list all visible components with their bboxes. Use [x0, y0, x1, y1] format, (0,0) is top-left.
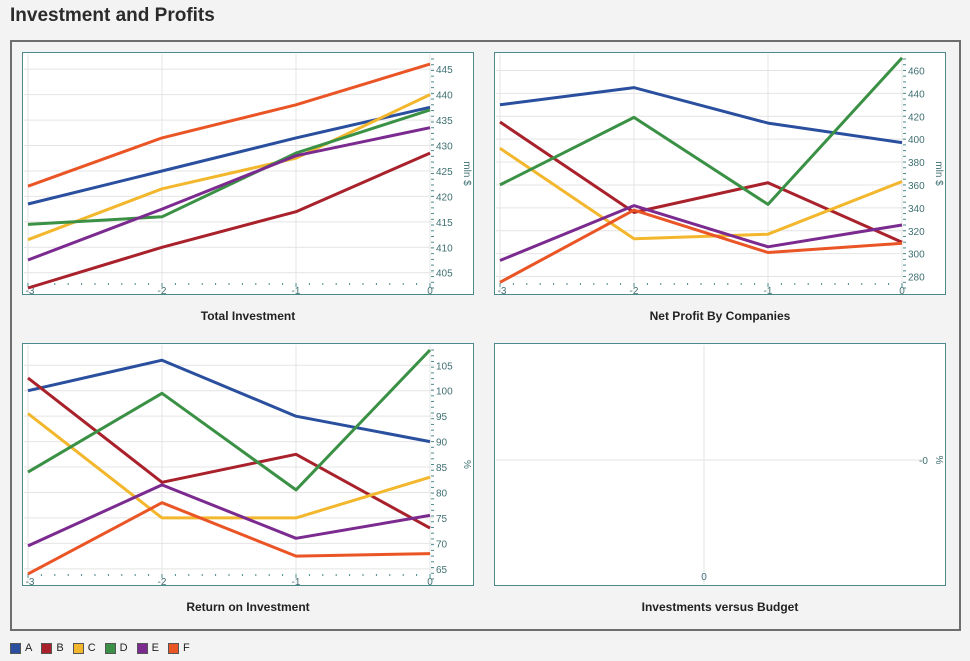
y-axis-label: %: [461, 460, 472, 469]
y-tick-label: 445: [436, 65, 453, 76]
series-line-a: [27, 105, 431, 206]
chart-legend: A B C D E F: [10, 641, 199, 655]
x-tick-label: -3: [26, 286, 35, 297]
y-tick-label: 415: [436, 218, 453, 229]
y-tick-label: 70: [436, 539, 448, 550]
x-tick-label: -3: [26, 577, 35, 588]
y-tick-label: 435: [436, 116, 453, 127]
legend-item-e: E: [136, 642, 159, 654]
chart-title: Investments versus Budget: [642, 600, 799, 614]
plot-frame: [494, 343, 946, 586]
legend-label: C: [87, 642, 96, 654]
net-profit-chart: Net Profit By Companies -3 -2 -1 0 280 300 320 3…: [494, 52, 946, 329]
x-tick-label: -1: [292, 286, 301, 297]
y-tick-label: 280: [908, 273, 925, 284]
series-line-e: [499, 204, 903, 262]
series-line-b: [27, 151, 431, 290]
y-tick-label: 440: [436, 91, 453, 102]
series-line-d: [499, 56, 904, 206]
y-tick-label: 420: [908, 112, 925, 123]
y-axis-label: mln $: [461, 161, 472, 186]
y-tick-label: 105: [436, 361, 453, 372]
legend-label: F: [182, 642, 190, 654]
series-line-f: [27, 501, 431, 576]
x-tick-label: 0: [899, 286, 905, 297]
series-line-e: [27, 126, 431, 262]
y-tick-label: 360: [908, 181, 925, 192]
y-tick-label: 300: [908, 250, 925, 261]
x-tick-label: -2: [158, 286, 167, 297]
legend-swatch: [167, 642, 179, 654]
series-line-c: [27, 412, 431, 520]
series-line-d: [27, 108, 431, 226]
legend-swatch: [104, 642, 116, 654]
chart-svg: Return on Investment -3 -2 -1 065 70 75 80 85 90 9…: [22, 343, 474, 614]
y-tick-label: 405: [436, 269, 453, 280]
y-tick-label: 420: [436, 192, 453, 203]
legend-item-c: C: [72, 642, 96, 654]
series-line-b: [27, 376, 431, 530]
x-tick-label: -2: [158, 577, 167, 588]
y-tick-label: 100: [436, 387, 453, 398]
y-tick-label: 440: [908, 89, 925, 100]
y-tick-label: 75: [436, 514, 448, 525]
y-axis-label: mln $: [933, 161, 944, 186]
y-tick-label: 425: [436, 167, 453, 178]
chart-title: Total Investment: [201, 309, 295, 323]
y-tick-label: 95: [436, 412, 448, 423]
y-tick-label: 410: [436, 243, 453, 254]
y-axis-label: %: [933, 456, 944, 465]
legend-swatch: [136, 642, 148, 654]
y-tick-label: 85: [436, 463, 448, 474]
series-line-c: [499, 147, 903, 241]
x-tick-label: -2: [630, 286, 639, 297]
y-tick-label: 430: [436, 142, 453, 153]
series-line-f: [27, 62, 431, 188]
y-tick-label: 380: [908, 158, 925, 169]
investments-vs-budget-chart: Investments versus Budget 0 -0%: [494, 343, 946, 620]
x-tick-label: 0: [427, 577, 433, 588]
legend-item-b: B: [41, 642, 64, 654]
page-title: Investment and Profits: [10, 5, 215, 26]
x-tick-label: -3: [498, 286, 507, 297]
legend-label: A: [25, 642, 33, 654]
series-line-d: [27, 348, 432, 492]
legend-item-f: F: [167, 642, 190, 654]
legend-item-d: D: [104, 642, 128, 654]
legend-label: D: [119, 642, 128, 654]
x-tick-label: -1: [292, 577, 301, 588]
y-tick-label: 400: [908, 135, 925, 146]
legend-label: B: [56, 642, 64, 654]
legend-swatch: [10, 642, 21, 654]
chart-svg: Investments versus Budget 0 -0%: [494, 343, 946, 614]
series-line-f: [499, 208, 903, 284]
chart-title: Net Profit By Companies: [650, 309, 791, 323]
y-tick-label: 90: [436, 438, 448, 449]
x-tick-label: -1: [764, 286, 773, 297]
return-on-investment-chart: Return on Investment -3 -2 -1 0 65 70 75 80 85 90 9…: [22, 343, 474, 620]
series-line-e: [27, 483, 431, 548]
total-investment-chart: Total Investment -3 -2 -1 0 405 410 415 420 425 43…: [22, 52, 474, 329]
legend-item-a: A: [10, 642, 32, 654]
x-tick-label: 0: [427, 286, 433, 297]
chart-title: Return on Investment: [186, 600, 309, 614]
legend-label: E: [151, 642, 159, 654]
series-line-a: [27, 358, 431, 444]
series-line-b: [499, 120, 903, 244]
y-tick-label: -0: [919, 456, 928, 467]
series-line-c: [27, 93, 431, 242]
y-tick-label: 65: [436, 565, 448, 576]
legend-swatch: [41, 642, 53, 654]
y-tick-label: 320: [908, 227, 925, 238]
y-tick-label: 340: [908, 204, 925, 215]
y-tick-label: 460: [908, 66, 925, 77]
x-tick-label: 0: [701, 572, 707, 583]
y-tick-label: 80: [436, 488, 448, 499]
legend-swatch: [72, 642, 84, 654]
